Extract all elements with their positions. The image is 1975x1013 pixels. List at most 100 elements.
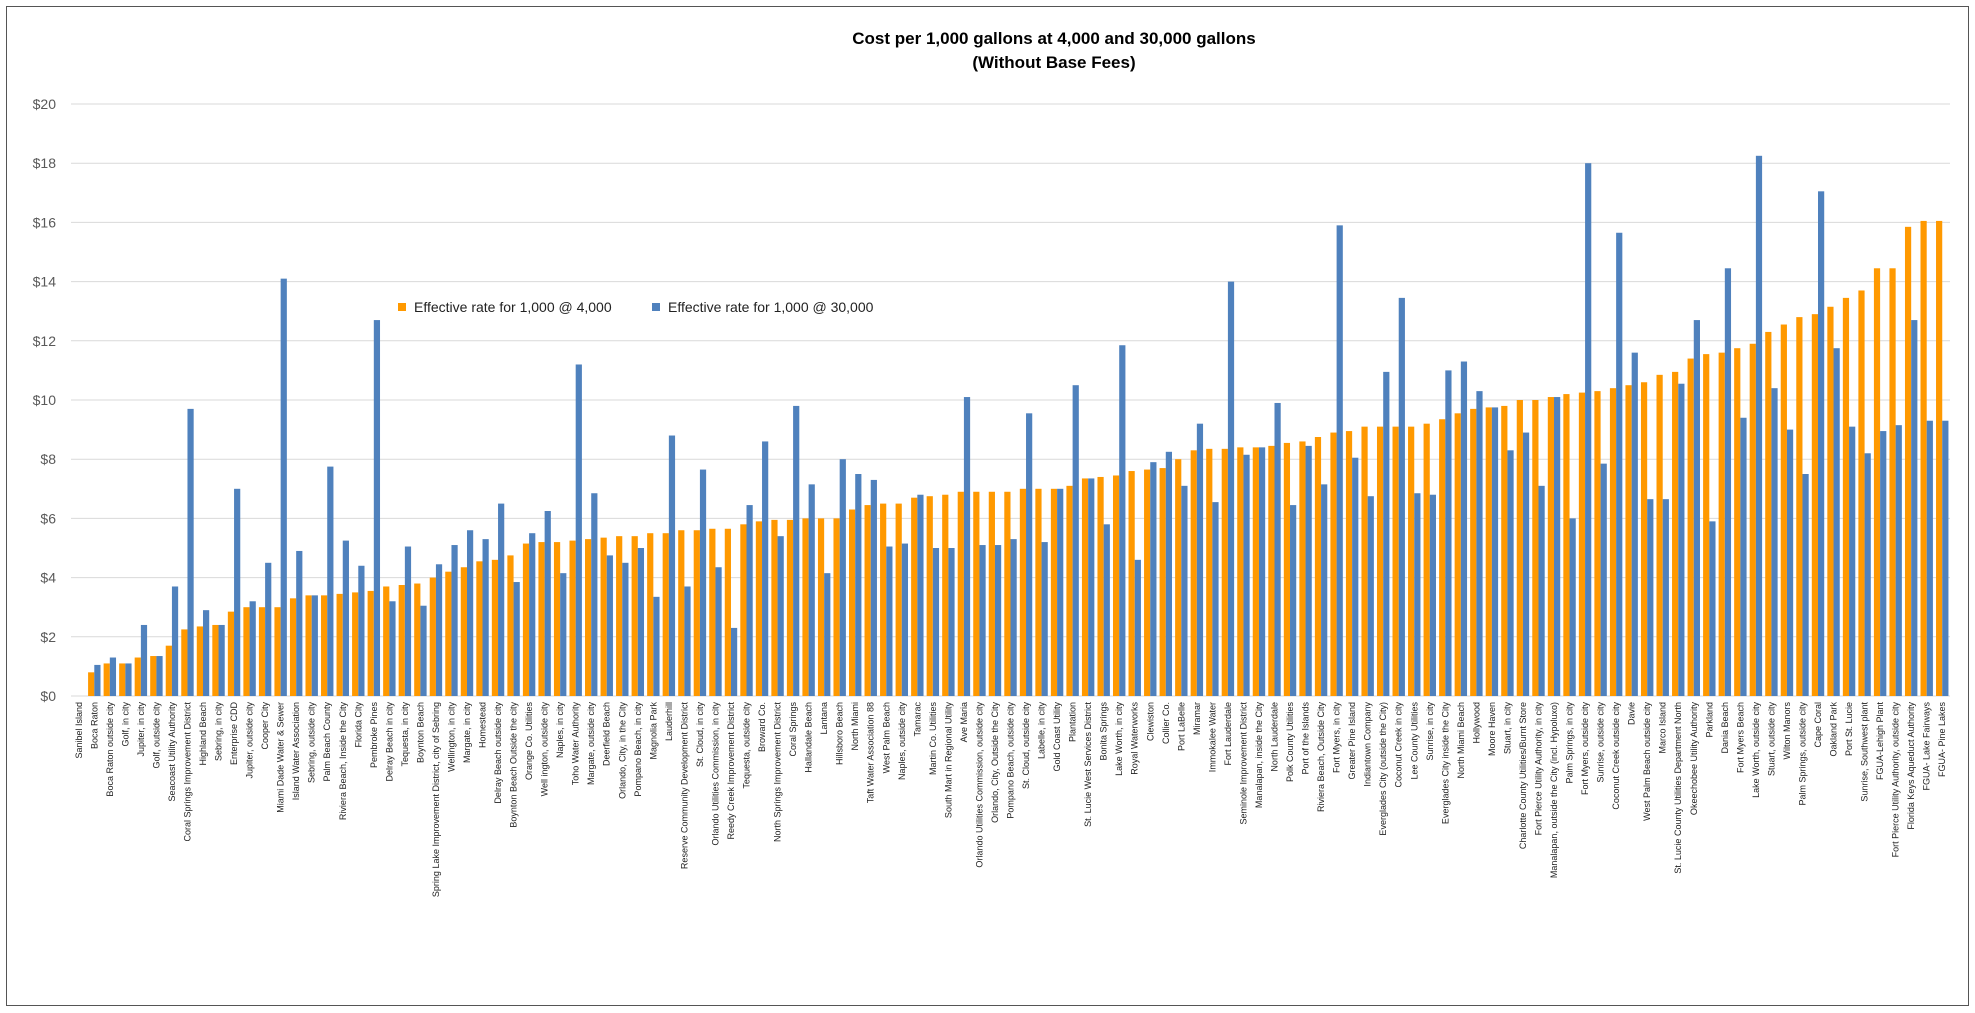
x-tick-label: St. Lucie County Utilities Department No… bbox=[1673, 702, 1683, 874]
bar-series-1 bbox=[1190, 450, 1197, 696]
bar-series-1 bbox=[1128, 471, 1135, 696]
x-axis-ticks: Sanibel Island Boca Raton Boca Raton outsi… bbox=[74, 702, 1947, 898]
bar-series-2 bbox=[948, 548, 955, 696]
bar-series-2 bbox=[1585, 163, 1592, 696]
y-tick-label: $4 bbox=[40, 570, 56, 586]
bar-series-2 bbox=[699, 469, 707, 696]
bar-series-2 bbox=[1010, 539, 1017, 696]
bar-series-2 bbox=[156, 656, 163, 696]
legend: Effective rate for 1,000 @ 4,000 Effecti… bbox=[398, 299, 874, 315]
bar-series-1 bbox=[957, 491, 964, 696]
bar-series-2 bbox=[1802, 474, 1809, 696]
x-tick-label: Manalapan, outside the City (incl. Hypol… bbox=[1549, 702, 1559, 878]
x-tick-label: Coral Springs bbox=[788, 702, 798, 757]
x-tick-label: South Mart in Regional Utility bbox=[943, 702, 953, 819]
y-tick-label: $12 bbox=[33, 333, 57, 349]
legend-swatch-series-1 bbox=[398, 303, 406, 311]
bar-series-1 bbox=[1035, 488, 1042, 696]
bar-series-1 bbox=[833, 518, 840, 696]
bar-series-1 bbox=[1532, 400, 1539, 696]
x-tick-label: Palm Springs, outside city bbox=[1797, 702, 1807, 806]
chart-subtitle: (Without Base Fees) bbox=[972, 53, 1135, 72]
x-tick-label: Margate, in city bbox=[462, 702, 472, 764]
bar-series-1 bbox=[1672, 371, 1679, 696]
x-tick-label: Hillsboro Beach bbox=[835, 702, 845, 765]
bar-series-1 bbox=[553, 542, 561, 696]
bar-series-2 bbox=[404, 546, 412, 696]
bar-series-1 bbox=[1345, 431, 1353, 696]
bar-series-1 bbox=[445, 571, 452, 696]
bar-series-1 bbox=[181, 629, 188, 696]
bar-series-2 bbox=[901, 543, 909, 696]
x-tick-label: Parkland bbox=[1704, 702, 1714, 738]
x-tick-label: Boca Raton bbox=[89, 702, 99, 749]
bar-series-1 bbox=[631, 536, 638, 696]
x-tick-label: Polk County Utilities bbox=[1285, 702, 1295, 783]
bar-series-1 bbox=[1392, 426, 1399, 696]
bar-series-1 bbox=[538, 542, 545, 696]
x-tick-label: Wilton Manors bbox=[1782, 702, 1792, 760]
y-tick-label: $10 bbox=[33, 392, 57, 408]
x-tick-label: North Lauderdale bbox=[1269, 702, 1279, 772]
bar-series-2 bbox=[171, 586, 179, 696]
bar-series-1 bbox=[1904, 226, 1912, 696]
bar-series-1 bbox=[367, 590, 374, 696]
x-tick-label: Well ington, outside city bbox=[540, 702, 550, 797]
bar-series-1 bbox=[1237, 447, 1244, 696]
bar-series-1 bbox=[1609, 388, 1617, 696]
x-tick-label: Manalapan, inside the City bbox=[1254, 702, 1264, 809]
x-tick-label: Moore Haven bbox=[1487, 702, 1497, 756]
bar-series-2 bbox=[1367, 496, 1374, 696]
x-tick-label: Cape Coral bbox=[1813, 702, 1823, 748]
bar-series-2 bbox=[762, 441, 769, 696]
bar-series-1 bbox=[911, 497, 918, 696]
x-tick-label: Royal Waterworks bbox=[1130, 702, 1140, 775]
bar-series-2 bbox=[1196, 423, 1204, 696]
bar-series-2 bbox=[451, 545, 458, 696]
bar-series-1 bbox=[134, 657, 141, 696]
bar-series-2 bbox=[715, 567, 722, 696]
bar-series-1 bbox=[398, 585, 405, 696]
y-tick-label: $0 bbox=[40, 688, 56, 704]
bar-series-1 bbox=[491, 559, 499, 696]
bar-series-1 bbox=[1547, 397, 1555, 696]
y-tick-label: $20 bbox=[33, 96, 57, 112]
bar-series-2 bbox=[342, 540, 349, 696]
x-tick-label: Orlando, City, Outside the City bbox=[990, 702, 1000, 823]
bar-series-1 bbox=[1019, 488, 1027, 696]
bar-series-1 bbox=[1749, 343, 1756, 696]
bar-series-2 bbox=[327, 466, 334, 696]
x-tick-label: Toho Water Authority bbox=[571, 702, 581, 786]
bar-series-1 bbox=[352, 592, 359, 696]
x-tick-label: Seacoast Utility Authority bbox=[167, 702, 177, 802]
x-tick-label: Riviera Beach, Inside the City bbox=[338, 702, 348, 821]
x-tick-label: Marco Island bbox=[1658, 702, 1668, 754]
bar-series-2 bbox=[1771, 388, 1778, 696]
bar-series-1 bbox=[227, 611, 235, 696]
bar-series-1 bbox=[1936, 220, 1943, 697]
x-tick-label: Taft Water Association 88 bbox=[866, 702, 876, 803]
y-tick-label: $2 bbox=[40, 629, 56, 645]
bar-series-2 bbox=[373, 320, 381, 696]
bar-series-1 bbox=[243, 607, 250, 696]
bar-series-2 bbox=[1429, 494, 1436, 696]
x-tick-label: Port LaBelle bbox=[1176, 702, 1186, 751]
bar-series-2 bbox=[1538, 485, 1545, 696]
bar-series-2 bbox=[606, 555, 613, 696]
bar-series-2 bbox=[125, 663, 132, 696]
x-tick-label: Fort Pierce Utility Authority, in city bbox=[1533, 702, 1543, 836]
x-tick-label: Immokalee Water bbox=[1207, 702, 1217, 772]
x-tick-label: Boynton Beach Outside the city bbox=[509, 702, 519, 828]
x-tick-label: North Miami bbox=[850, 702, 860, 751]
bar-series-2 bbox=[1041, 542, 1048, 696]
x-tick-label: North Springs Improvement District bbox=[773, 702, 783, 843]
x-tick-label: Golf, outside city bbox=[151, 702, 161, 769]
x-tick-label: Stuart, outside city bbox=[1766, 702, 1776, 777]
bar-series-2 bbox=[1165, 451, 1173, 696]
bar-series-1 bbox=[1221, 448, 1228, 696]
bar-series-1 bbox=[1842, 297, 1850, 696]
bar-series-2 bbox=[1072, 385, 1079, 696]
y-tick-label: $18 bbox=[33, 155, 57, 171]
bar-series-2 bbox=[746, 505, 753, 696]
x-tick-label: Reserve Community Development District bbox=[679, 702, 689, 870]
